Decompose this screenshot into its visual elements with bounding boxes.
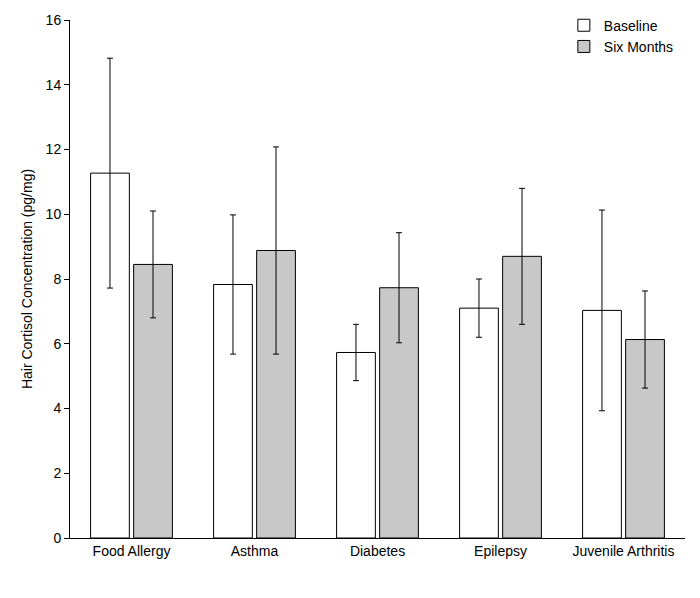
svg-text:8: 8 bbox=[53, 271, 61, 287]
svg-text:Epilepsy: Epilepsy bbox=[474, 543, 527, 559]
svg-text:0: 0 bbox=[53, 530, 61, 546]
svg-text:Asthma: Asthma bbox=[231, 543, 279, 559]
svg-text:2: 2 bbox=[53, 465, 61, 481]
svg-text:16: 16 bbox=[46, 12, 62, 28]
svg-text:Juvenile Arthritis: Juvenile Arthritis bbox=[573, 543, 675, 559]
svg-text:Diabetes: Diabetes bbox=[350, 543, 405, 559]
svg-text:Six Months: Six Months bbox=[604, 39, 673, 55]
svg-text:Baseline: Baseline bbox=[604, 18, 658, 34]
svg-text:6: 6 bbox=[53, 336, 61, 352]
svg-text:14: 14 bbox=[46, 77, 62, 93]
svg-text:10: 10 bbox=[46, 206, 62, 222]
svg-text:4: 4 bbox=[53, 400, 61, 416]
svg-text:12: 12 bbox=[46, 141, 62, 157]
svg-text:Hair Cortisol Concentration (p: Hair Cortisol Concentration (pg/mg) bbox=[19, 169, 35, 389]
svg-text:Food Allergy: Food Allergy bbox=[93, 543, 171, 559]
